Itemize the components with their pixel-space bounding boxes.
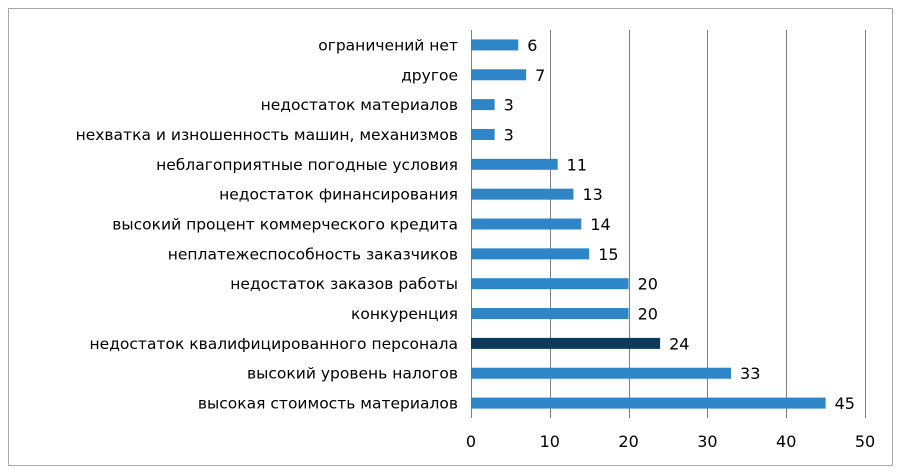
- data-label: 24: [669, 334, 689, 353]
- category-label: высокая стоимость материалов: [198, 395, 458, 413]
- data-label: 15: [598, 245, 618, 264]
- category-label: недостаток финансирования: [219, 186, 458, 204]
- x-tick-label: 50: [855, 432, 875, 451]
- data-label: 13: [582, 185, 602, 204]
- category-label: нехватка и изношенность машин, механизмо…: [76, 126, 458, 144]
- bar: [471, 337, 661, 349]
- category-label: высокий уровень налогов: [247, 365, 458, 383]
- bar: [471, 308, 629, 320]
- category-label: ограничений нет: [318, 36, 458, 54]
- x-axis-ticks: 0 10 20 30 40 50: [466, 432, 875, 451]
- data-label: 20: [638, 275, 658, 294]
- bar: [471, 188, 574, 200]
- data-label: 7: [535, 66, 545, 85]
- category-label: недостаток заказов работы: [230, 275, 458, 293]
- x-tick-label: 40: [776, 432, 796, 451]
- data-label: 20: [638, 305, 658, 324]
- bar-chart: ограничений нет другое недостаток материал…: [76, 30, 875, 451]
- bar: [471, 278, 629, 290]
- chart-frame: ограничений нет другое недостаток материал…: [8, 8, 893, 466]
- category-label: недостаток квалифицированного персонала: [90, 335, 458, 353]
- category-label: неплатежеспособность заказчиков: [168, 245, 458, 263]
- x-tick-label: 20: [618, 432, 638, 451]
- bar: [471, 158, 558, 170]
- category-labels: ограничений нет другое недостаток материал…: [76, 36, 458, 412]
- data-label: 14: [590, 215, 610, 234]
- data-label: 33: [740, 364, 760, 383]
- data-label: 3: [504, 125, 514, 144]
- category-label: высокий процент коммерческого кредита: [112, 216, 458, 234]
- bars: [471, 39, 826, 409]
- data-label: 3: [504, 96, 514, 115]
- category-label: недостаток материалов: [261, 96, 458, 114]
- x-tick-label: 30: [697, 432, 717, 451]
- data-label: 6: [527, 36, 537, 55]
- bar: [471, 367, 732, 379]
- category-label: конкуренция: [351, 305, 458, 323]
- bar: [471, 397, 826, 409]
- bar: [471, 248, 590, 260]
- bar: [471, 99, 495, 111]
- x-tick-label: 10: [540, 432, 560, 451]
- category-label: неблагоприятные погодные условия: [156, 156, 458, 174]
- bar: [471, 128, 495, 140]
- bar: [471, 69, 527, 81]
- data-label: 45: [835, 394, 855, 413]
- category-label: другое: [401, 66, 458, 84]
- bar: [471, 39, 519, 51]
- x-tick-label: 0: [466, 432, 476, 451]
- bar: [471, 218, 582, 230]
- data-label: 11: [567, 155, 587, 174]
